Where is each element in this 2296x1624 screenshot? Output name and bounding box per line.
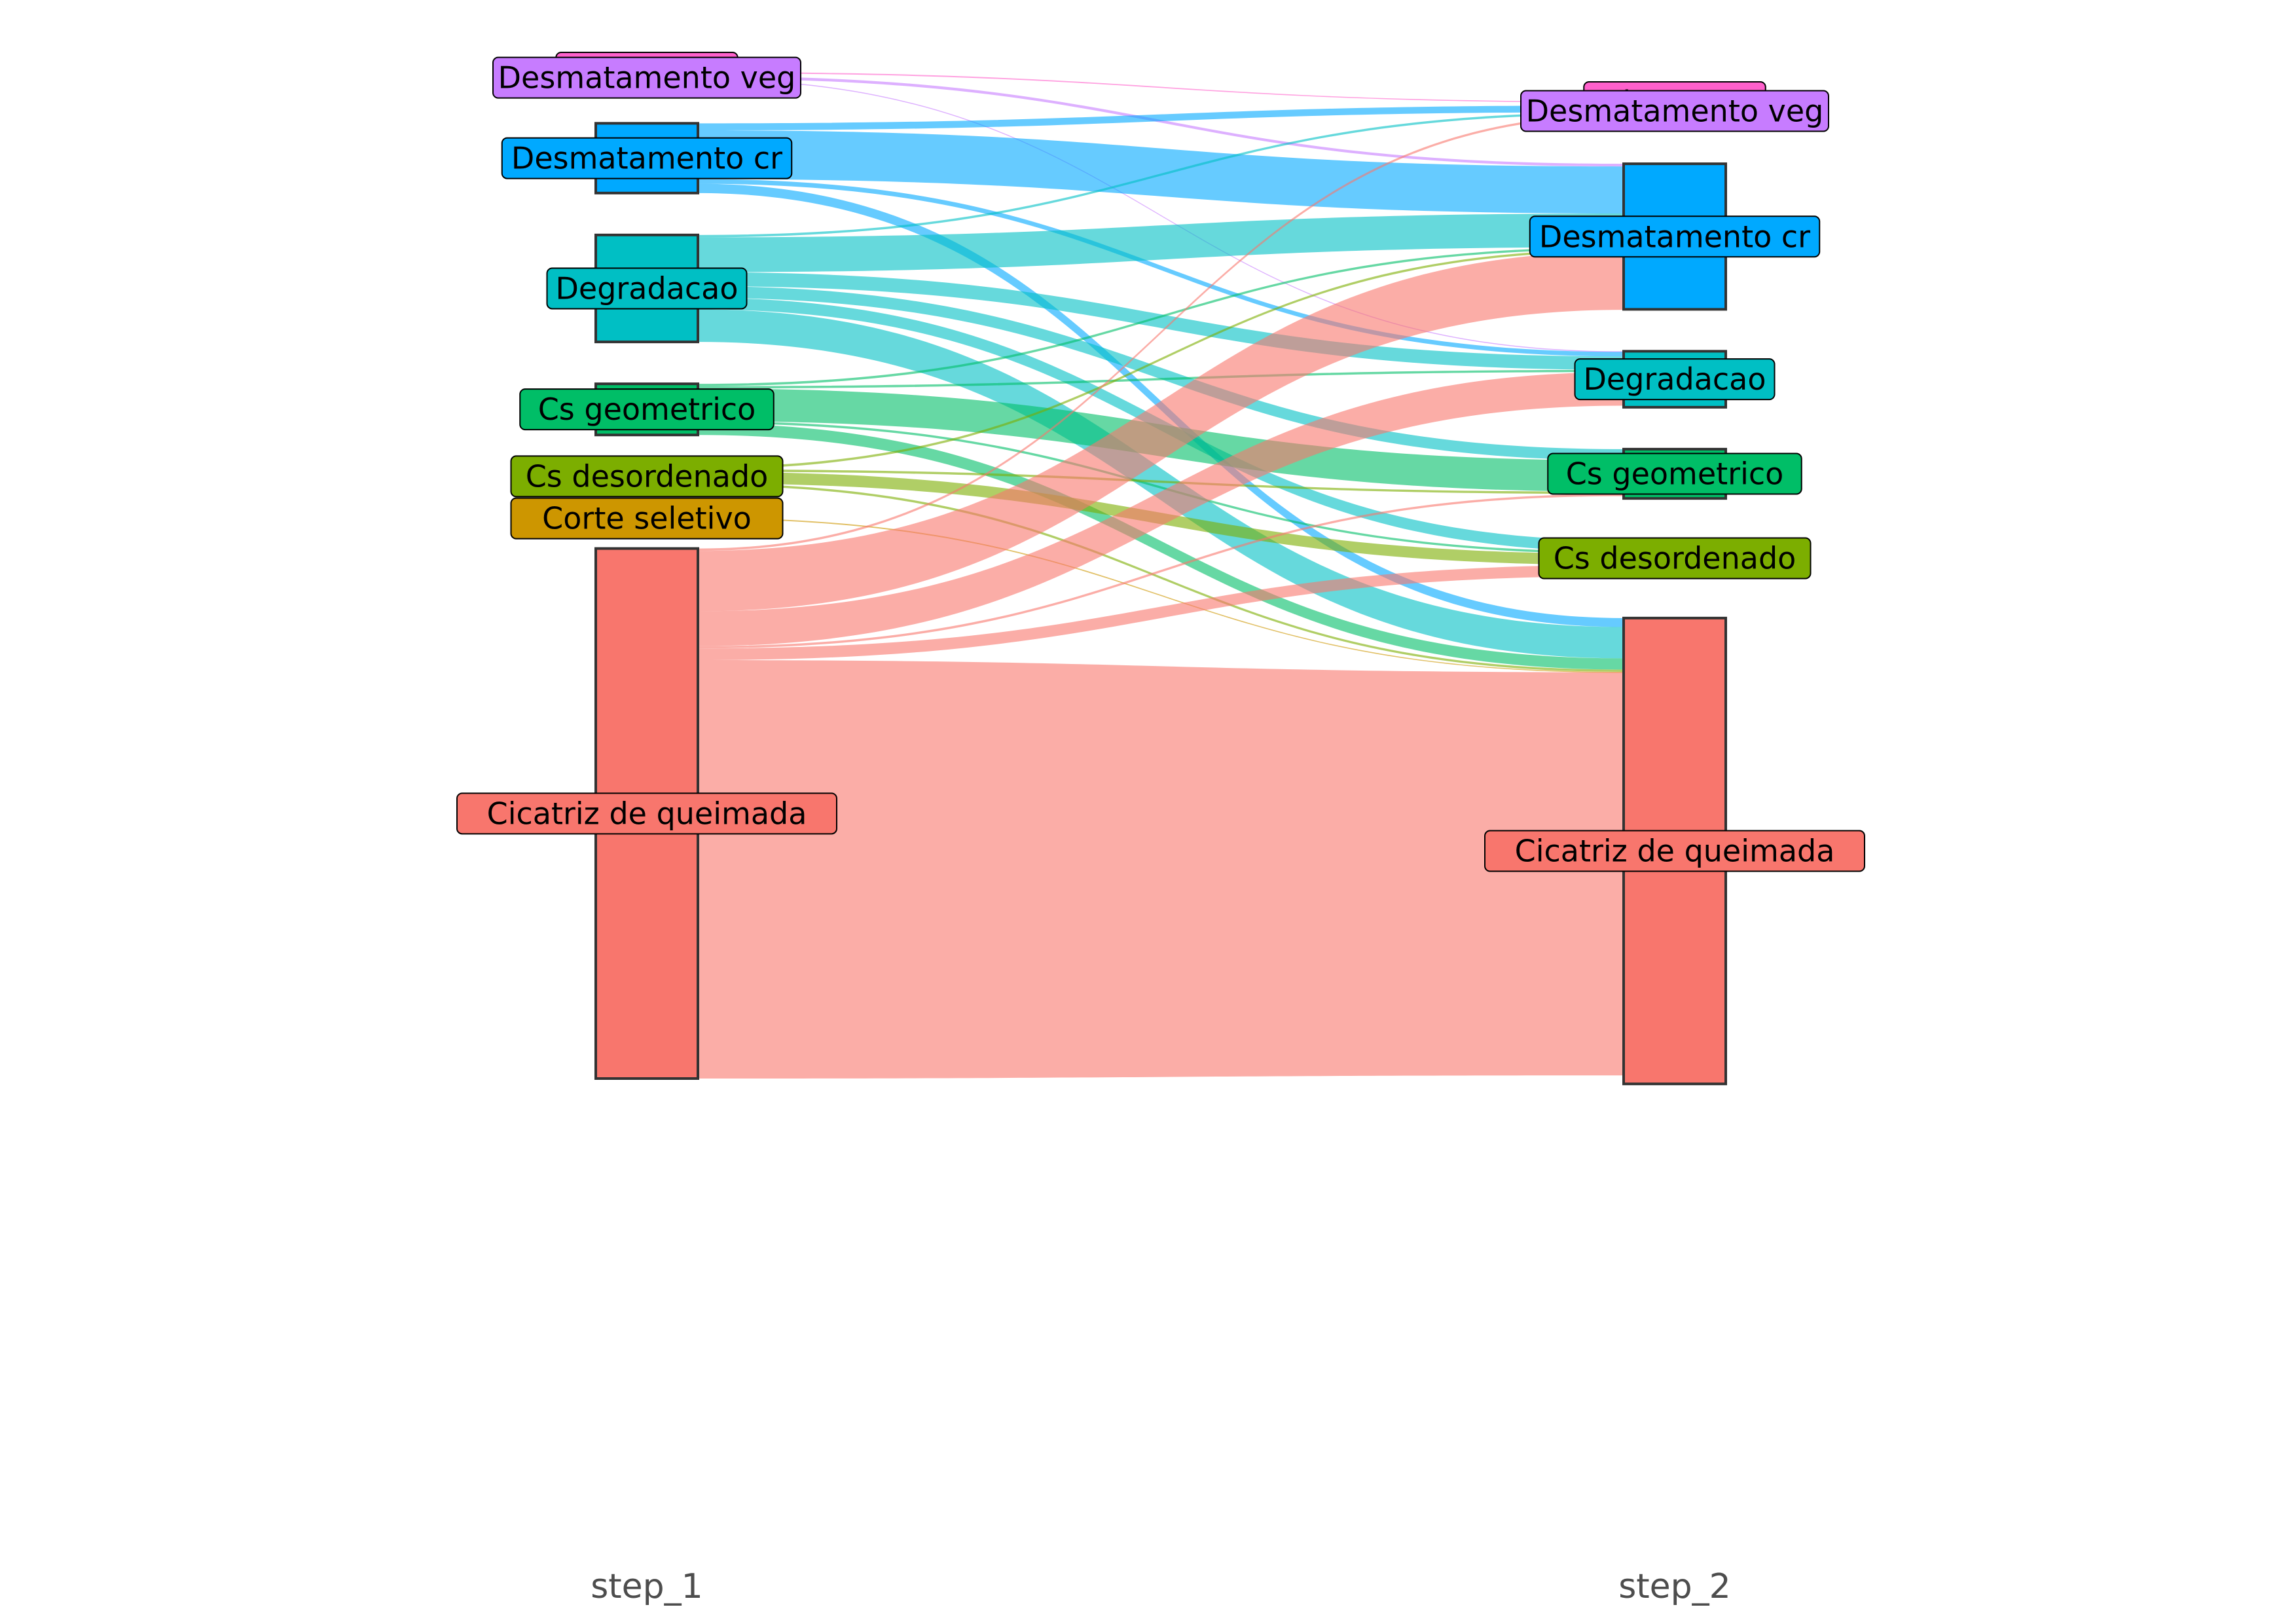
step2-label-text-desmatamento-cr: Desmatamento cr [1539,219,1810,254]
step2-label-desmatamento-cr: Desmatamento cr [1530,216,1820,257]
step1-label-desmatamento-veg: Desmatamento veg [493,58,801,98]
flows-layer [698,72,1624,1079]
step1-label-text-cicatriz-de-queimada: Cicatriz de queimada [487,796,807,831]
step1-label-degradacao: Degradacao [547,268,747,308]
step1-label-cicatriz-de-queimada: Cicatriz de queimada [457,793,837,834]
step1-label-desmatamento-cr: Desmatamento cr [502,138,792,179]
step2-label-text-cicatriz-de-queimada: Cicatriz de queimada [1515,834,1835,869]
axis-layer: step_1 step_2 [591,1567,1731,1606]
step2-label-text-cs-desordenado: Cs desordenado [1554,541,1796,576]
step2-label-degradacao: Degradacao [1575,359,1775,399]
flow-cicatriz-de-queimada-to-cicatriz-de-queimada [698,660,1624,1079]
flow-mineracao-to-mineracao [698,72,1624,103]
step1-label-text-corte-seletivo: Corte seletivo [542,501,752,536]
step1-label-cs-desordenado: Cs desordenado [511,456,783,496]
step1-label-cs-geometrico: Cs geometrico [520,389,774,430]
step1-label-text-desmatamento-cr: Desmatamento cr [511,141,782,176]
step2-label-desmatamento-veg: Desmatamento veg [1521,91,1829,132]
step2-label-cicatriz-de-queimada: Cicatriz de queimada [1485,831,1865,872]
step2-label-text-desmatamento-veg: Desmatamento veg [1526,94,1824,129]
axis-label-step-1: step_1 [591,1567,703,1606]
step1-label-corte-seletivo: Corte seletivo [511,498,783,539]
step2-label-cs-geometrico: Cs geometrico [1548,454,1802,494]
step1-label-text-degradacao: Degradacao [555,270,738,306]
axis-label-step-2: step_2 [1618,1567,1731,1606]
step1-label-text-desmatamento-veg: Desmatamento veg [498,60,796,96]
step1-label-text-cs-desordenado: Cs desordenado [526,458,769,494]
step2-label-cs-desordenado: Cs desordenado [1539,538,1811,579]
step2-label-text-cs-geometrico: Cs geometrico [1566,456,1784,492]
step2-label-text-degradacao: Degradacao [1583,361,1766,397]
step1-label-text-cs-geometrico: Cs geometrico [538,392,756,427]
